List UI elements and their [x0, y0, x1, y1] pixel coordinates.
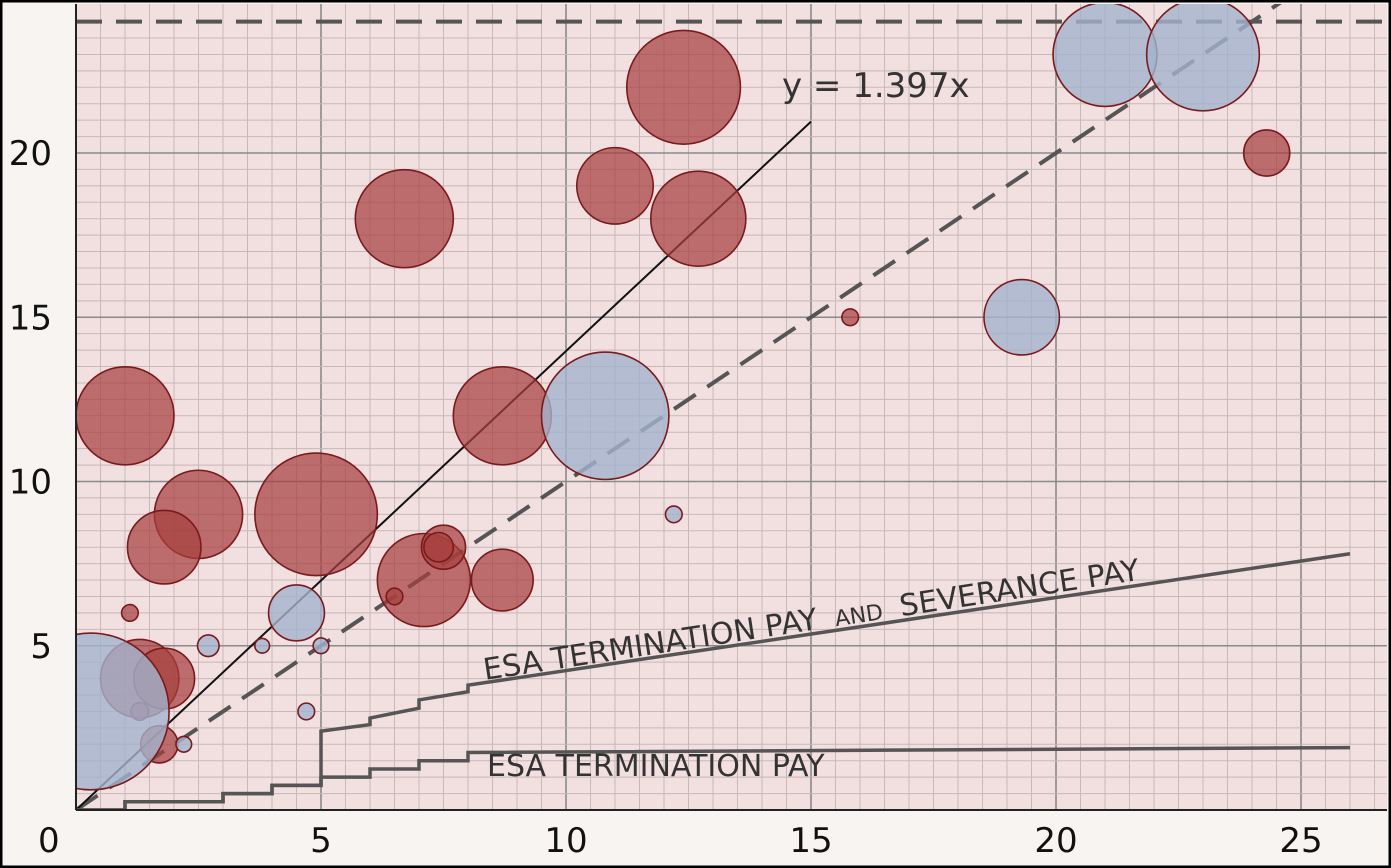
- bubble-blue: [1052, 4, 1158, 108]
- esa-severance-line: [76, 552, 1351, 810]
- x-tick-label: 15: [789, 821, 832, 861]
- bubbles: [76, 4, 1291, 791]
- x-tick-label: 25: [1279, 821, 1322, 861]
- fit-line-label: y = 1.397x: [782, 66, 970, 106]
- y-tick-label: 15: [9, 298, 52, 338]
- bubble-red: [575, 146, 655, 225]
- bubble-red: [120, 603, 140, 623]
- x-tick-label: 5: [310, 821, 332, 861]
- x-tick-label: 20: [1034, 821, 1077, 861]
- y-tick-label: 5: [30, 627, 52, 667]
- bubble-red: [649, 170, 747, 268]
- bubble-red: [452, 365, 553, 466]
- identity-dashed-line: [76, 4, 1282, 810]
- plot-area: [76, 4, 1387, 810]
- series-lines: [76, 4, 1387, 810]
- grid: [76, 4, 1387, 810]
- bubble-red: [76, 366, 175, 466]
- y-tick-label: 10: [9, 463, 52, 503]
- bubble-blue: [297, 702, 316, 721]
- bubble-blue: [196, 634, 220, 658]
- bubble-red: [354, 168, 455, 269]
- bubble-blue: [664, 505, 683, 524]
- bubble-blue: [175, 735, 193, 753]
- bubble-blue: [312, 637, 330, 655]
- bubble-blue: [1145, 4, 1261, 112]
- bubble-blue: [540, 351, 670, 481]
- x-tick-label: 0: [38, 821, 60, 861]
- termination-label: ESA TERMINATION PAY: [487, 749, 825, 784]
- y-tick-label: 20: [9, 134, 52, 174]
- bubble-blue: [76, 632, 170, 791]
- bubble-red: [841, 308, 860, 327]
- bubble-red: [470, 548, 534, 612]
- bubble-red: [126, 509, 202, 585]
- bubble-red: [423, 531, 455, 563]
- x-tick-label: 10: [544, 821, 587, 861]
- ticks: 0 5 10 15 20 25 5 10 15 20: [9, 134, 1323, 861]
- bubble-blue: [983, 278, 1061, 356]
- bubble-blue: [267, 584, 326, 642]
- bubble-red: [1242, 129, 1291, 177]
- bubble-red: [625, 29, 742, 145]
- bubble-blue: [254, 637, 271, 654]
- bubble-red: [254, 452, 379, 577]
- bubble-red: [385, 587, 404, 606]
